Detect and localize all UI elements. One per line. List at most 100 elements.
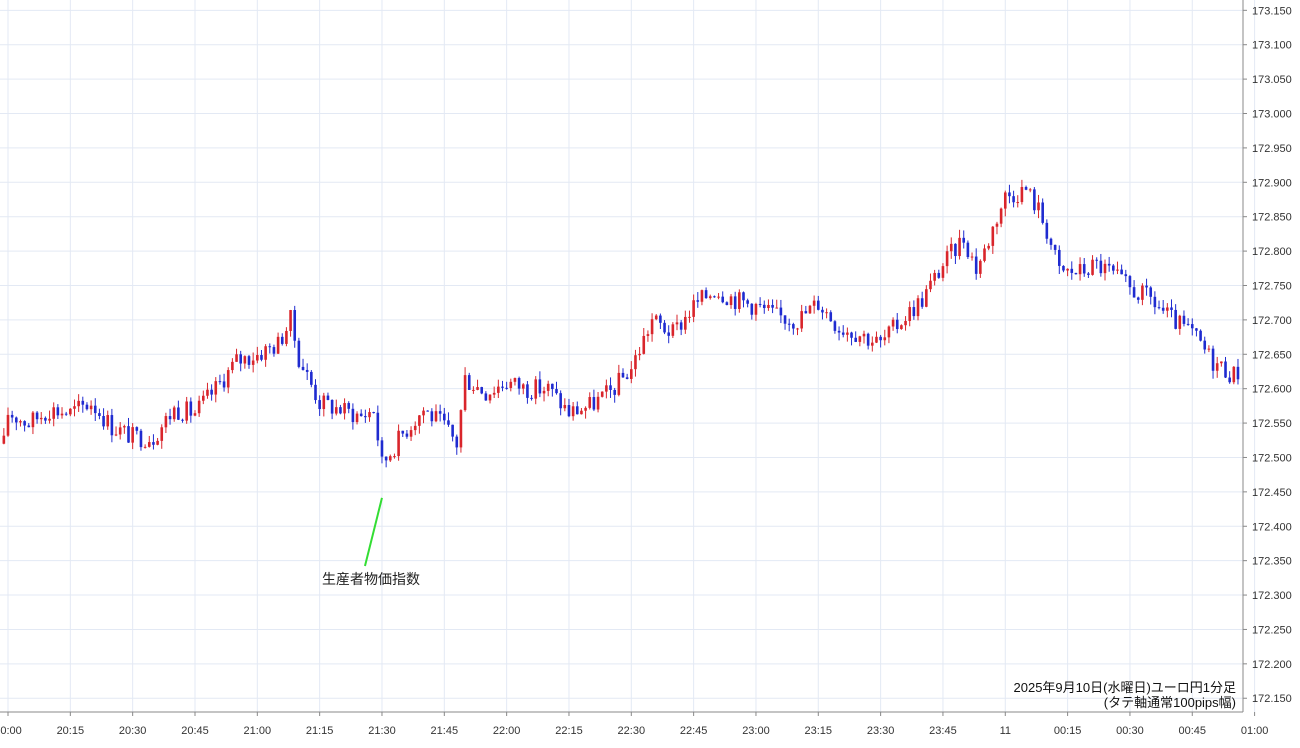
candle-body [970,256,974,258]
candle-body [372,412,375,414]
candle-body [2,435,6,444]
price-tick-label: 173.100 [1252,40,1292,52]
candle-body [925,289,928,307]
candle-body [613,389,616,395]
candle-body [1132,287,1136,298]
candle-body [945,251,949,267]
candle-body [467,375,471,390]
candle-body [376,412,380,441]
candle-body [767,304,770,309]
candle-body [895,319,899,330]
candle-body [89,405,93,410]
candle-body [1215,363,1219,371]
candle-body [64,413,68,415]
candle-body [147,442,151,447]
candle-body [152,442,155,445]
candle-body [31,412,35,428]
candle-body [987,245,990,249]
candle-body [875,336,878,343]
candle-body [164,416,168,428]
candle-body [426,410,429,412]
candle-body [675,322,679,325]
candle-body [750,303,754,315]
candle-body [542,390,546,394]
candle-body [1057,249,1061,266]
candle-body [256,355,259,361]
candle-body [15,417,18,423]
price-tick-label: 172.250 [1252,624,1292,636]
candle-body [264,346,267,360]
candle-body [98,413,101,416]
candle-body [202,395,205,401]
instrument-label: 2025年9月10日(水曜日)ユーロ円1分足 [1014,680,1237,695]
candle-body [1045,222,1049,239]
candle-body [492,392,496,395]
time-tick-label: 23:15 [805,725,833,737]
candle-body [56,407,60,416]
candle-body [247,356,251,365]
price-tick-label: 172.950 [1252,143,1292,155]
candle-body [339,407,342,414]
candle-body [334,407,338,414]
candle-body [314,384,317,401]
candle-body [1136,297,1140,300]
candle-body [19,421,22,423]
candle-body [239,354,242,364]
candle-body [833,321,837,331]
candle-body [1033,189,1036,211]
candle-body [330,399,334,414]
price-tick-label: 172.400 [1252,521,1292,533]
candle-body [1103,263,1107,274]
candle-body [505,387,508,389]
candle-body [941,266,945,278]
candle-body [792,324,795,329]
candle-body [991,226,995,246]
candle-body [160,427,164,441]
time-tick-label: 22:15 [555,725,583,737]
time-tick-label: 20:30 [119,725,147,737]
candle-body [1041,202,1044,223]
candle-body [77,400,80,407]
candle-body [135,427,139,431]
candle-body [27,425,31,428]
candle-body [584,407,587,411]
candle-body [69,408,72,415]
candle-body [912,307,916,317]
candle-body [343,403,346,414]
candle-body [1012,196,1015,203]
candle-body [808,305,812,314]
candle-body [538,379,542,394]
candle-body [625,377,629,379]
candle-body [596,396,600,410]
candle-body [413,425,417,431]
chart-caption: 2025年9月10日(水曜日)ユーロ円1分足 (タテ軸通常100pips幅) [1014,680,1237,710]
candle-body [401,430,405,434]
candle-body [821,309,824,313]
price-tick-label: 172.550 [1252,418,1292,430]
candle-body [725,302,729,306]
candle-body [546,383,550,391]
time-tick-label: 21:00 [244,725,272,737]
candle-body [322,395,326,410]
candle-body [775,307,779,309]
candle-body [700,290,704,302]
candle-body [1224,361,1227,378]
candle-body [501,386,504,388]
candle-body [1028,189,1032,191]
price-tick-label: 172.850 [1252,212,1292,224]
candle-body [1082,264,1086,274]
candle-body [1141,285,1144,300]
time-tick-label: 21:15 [306,725,334,737]
candle-body [1020,186,1024,203]
candle-body [787,323,791,325]
candle-body [305,369,309,372]
candle-body [1003,192,1007,209]
candle-body [679,322,683,330]
candle-body [634,355,637,370]
candle-body [754,303,758,315]
candle-body [1049,238,1053,245]
candle-body [251,360,255,365]
candle-body [289,310,292,331]
